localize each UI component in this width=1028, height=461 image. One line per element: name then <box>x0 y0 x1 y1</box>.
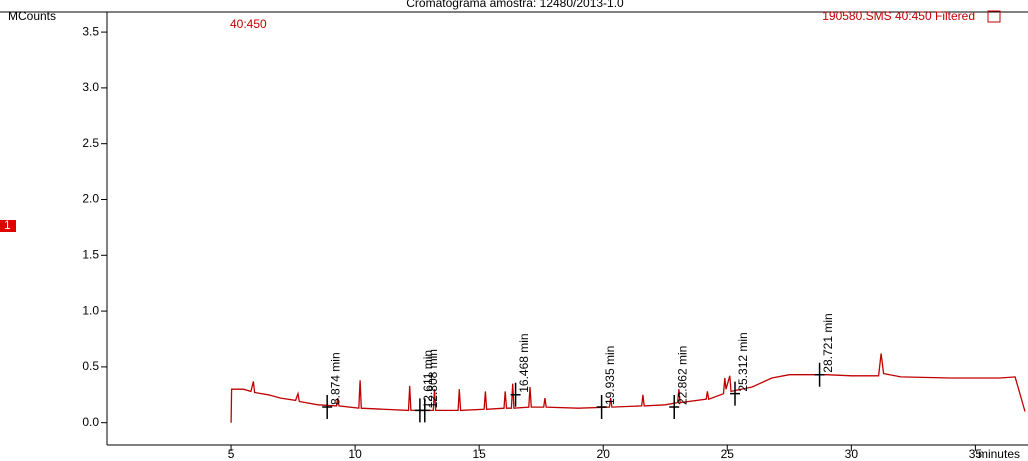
side-marker: 1 <box>4 218 11 232</box>
x-tick-label: 35 <box>969 447 983 461</box>
peak-marker <box>596 395 607 420</box>
peak-label: 19.935 min <box>603 346 617 405</box>
peak-marker <box>510 382 521 407</box>
chart-title: Cromatograma amostra: 12480/2013-1.0 <box>406 0 624 10</box>
peak-marker <box>814 362 825 387</box>
peak-label: 12.611 min <box>421 350 435 408</box>
file-label: 190580.SMS 40:450 Filtered <box>822 9 975 23</box>
x-tick-label: 20 <box>597 447 611 461</box>
y-tick-label: 1.5 <box>82 247 99 261</box>
peak-label: 16.468 min <box>517 333 531 392</box>
x-tick-label: 10 <box>348 447 362 461</box>
y-tick-label: 2.0 <box>82 192 99 206</box>
trace-line <box>230 353 1026 423</box>
peak-marker <box>730 381 741 406</box>
peak-label: 8.874 min <box>328 352 342 405</box>
x-tick-label: 30 <box>845 447 859 461</box>
peak-marker <box>419 398 430 423</box>
trace-label: 40:450 <box>230 17 267 31</box>
side-marker-box <box>0 220 16 232</box>
peak-label: 28.721 min <box>821 313 835 372</box>
x-tick-label: 15 <box>472 447 486 461</box>
y-tick-label: 0.5 <box>82 359 99 373</box>
peak-label: 12.808 min <box>426 349 440 408</box>
y-tick-label: 2.5 <box>82 136 99 150</box>
y-tick-label: 3.5 <box>82 24 99 38</box>
peak-label: 25.312 min <box>736 332 750 391</box>
y-tick-label: 3.0 <box>82 80 99 94</box>
peak-marker <box>669 395 680 420</box>
x-tick-label: 25 <box>721 447 735 461</box>
x-tick-label: 5 <box>228 447 235 461</box>
y-axis-label: MCounts <box>8 9 56 23</box>
peak-marker <box>322 395 333 420</box>
y-tick-label: 1.0 <box>82 303 99 317</box>
x-axis-label: minutes <box>978 447 1020 461</box>
y-tick-label: 0.0 <box>82 415 99 429</box>
window-icon[interactable] <box>987 10 1001 23</box>
peak-label: 22.862 min <box>675 346 689 405</box>
